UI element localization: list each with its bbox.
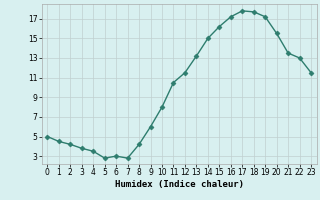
X-axis label: Humidex (Indice chaleur): Humidex (Indice chaleur) (115, 180, 244, 189)
